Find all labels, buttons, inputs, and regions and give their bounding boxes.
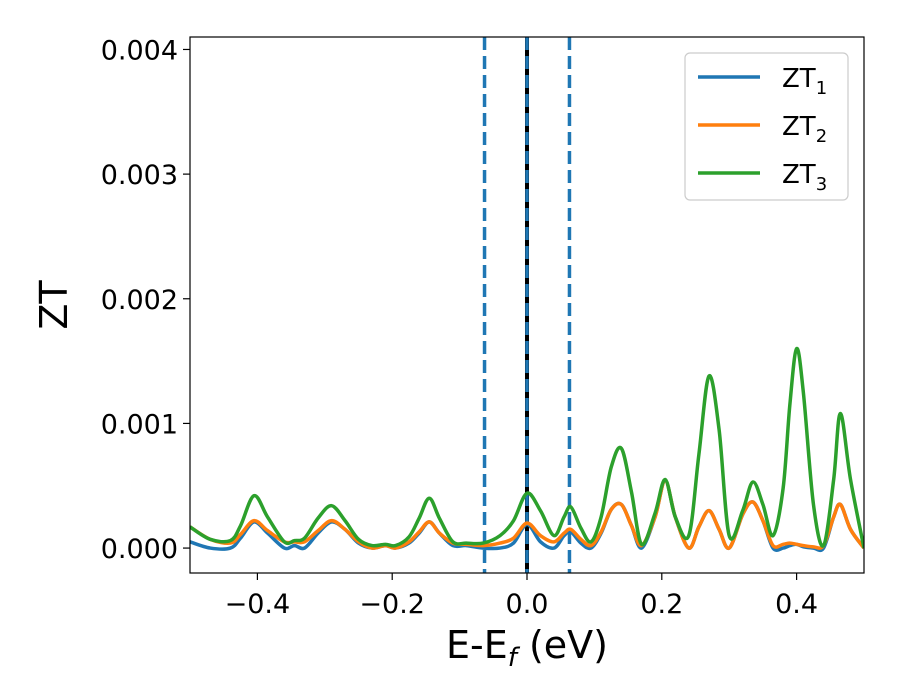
- x-tick-label: −0.4: [225, 589, 291, 620]
- y-tick-label: 0.003: [101, 160, 178, 191]
- y-axis-label: ZT: [32, 280, 76, 330]
- series-group: [190, 346, 864, 553]
- reference-lines: [482, 37, 572, 573]
- y-axis: 0.000 0.001 0.002 0.003 0.004: [101, 35, 190, 565]
- y-tick-label: 0.004: [101, 35, 178, 66]
- legend-box: [684, 52, 849, 201]
- y-tick-label: 0.000: [101, 534, 178, 565]
- x-axis: −0.4 −0.2 0.0 0.2 0.4: [225, 573, 818, 620]
- x-tick-label: 0.2: [640, 589, 683, 620]
- x-axis-label: E-Ef (eV): [446, 623, 608, 673]
- series-line-3: [190, 346, 864, 549]
- y-tick-label: 0.002: [101, 285, 178, 316]
- x-tick-label: −0.2: [359, 589, 425, 620]
- x-tick-label: 0.0: [506, 589, 549, 620]
- series-line-2: [190, 479, 864, 550]
- x-tick-label: 0.4: [775, 589, 818, 620]
- y-tick-label: 0.001: [101, 409, 178, 440]
